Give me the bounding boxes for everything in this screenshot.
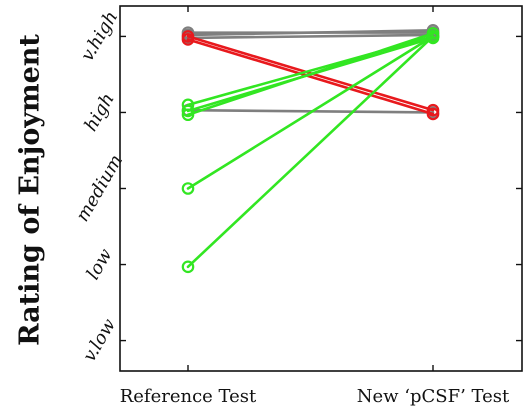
series-line [186, 32, 435, 117]
data-point [426, 103, 440, 117]
y-tick-label: v.high [77, 7, 122, 64]
y-tick-label: medium [72, 151, 127, 225]
data-point [181, 104, 195, 118]
series-11 [181, 30, 440, 274]
series-line [186, 33, 435, 40]
data-point [426, 107, 440, 121]
series-line [186, 35, 435, 190]
series-layer [181, 24, 440, 274]
axis-labels: v.low low medium high v.high Reference Test Ne… [15, 7, 511, 407]
plot-frame [119, 5, 523, 372]
data-point [181, 33, 195, 46]
series-line [186, 38, 435, 116]
series-line [186, 29, 435, 37]
y-tick-label: low [82, 245, 116, 284]
axis-ticks [120, 6, 522, 371]
series-6 [181, 33, 440, 121]
data-point [181, 108, 195, 122]
y-axis-label: Rating of Enjoyment [15, 34, 46, 346]
series-line [186, 35, 435, 269]
series-9 [181, 27, 440, 122]
data-point [181, 182, 195, 195]
y-tick-label: v.low [79, 315, 120, 366]
data-point [181, 260, 195, 274]
x-tick-label: New ‘pCSF’ Test [357, 386, 510, 407]
data-point [426, 30, 440, 43]
x-tick-label: Reference Test [120, 386, 257, 407]
y-tick-label: high [80, 89, 118, 135]
